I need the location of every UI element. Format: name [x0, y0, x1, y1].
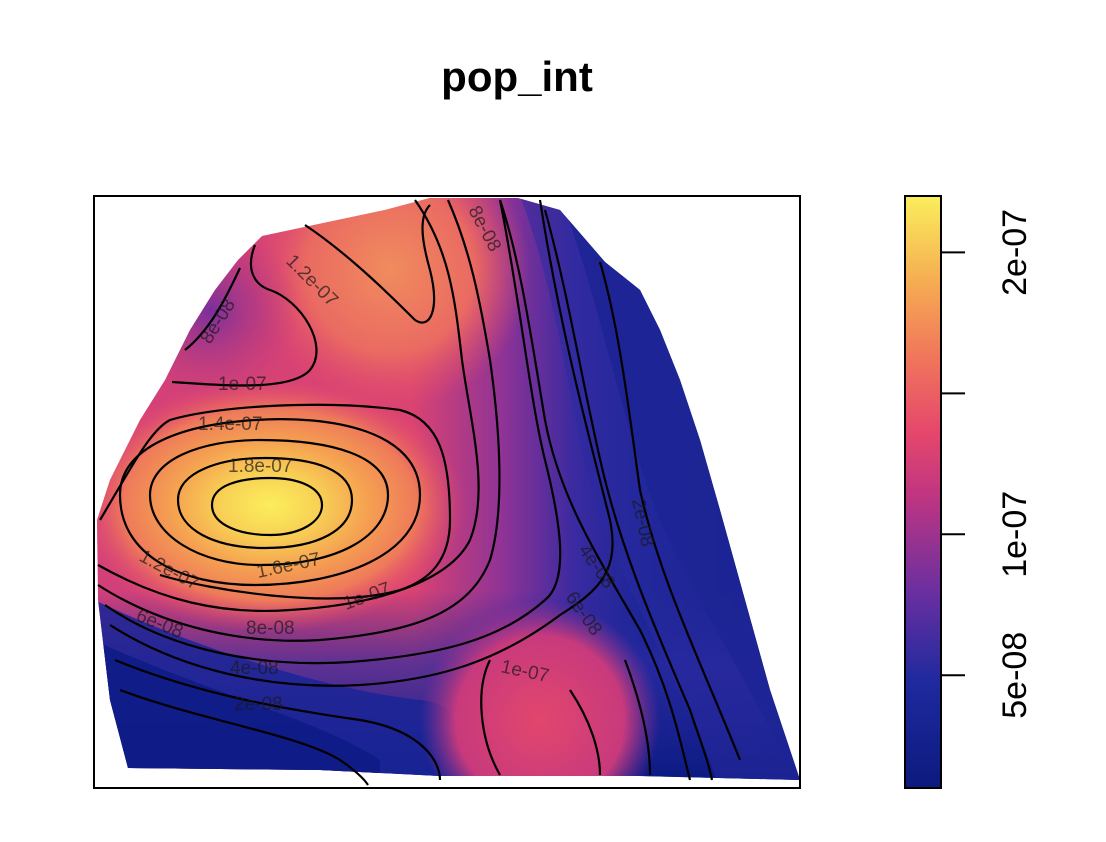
colorbar-fill	[905, 196, 941, 788]
contour-label: 1.8e-07	[228, 456, 292, 477]
contour-label: 2e-08	[234, 694, 283, 715]
plot-frame	[93, 195, 801, 789]
colorbar-frame	[904, 195, 942, 789]
colorbar-ticks: 5e-08 1e-07 2e-07	[941, 209, 1034, 719]
colorbar-tick-label: 5e-08	[996, 632, 1034, 719]
colorbar-tick-label: 1e-07	[996, 491, 1034, 578]
colorbar-tick-label: 2e-07	[996, 209, 1034, 296]
chart-title: pop_int	[441, 53, 593, 100]
contour-label: 1.4e-07	[198, 414, 262, 435]
contour-label: 4e-08	[230, 658, 279, 679]
color-legend: 5e-08 1e-07 2e-07	[904, 195, 1034, 789]
contour-label: 1e-07	[218, 374, 267, 395]
contour-lines	[97, 199, 742, 786]
heatmap-surface	[97, 198, 800, 780]
contour-label: 8e-08	[246, 618, 295, 639]
